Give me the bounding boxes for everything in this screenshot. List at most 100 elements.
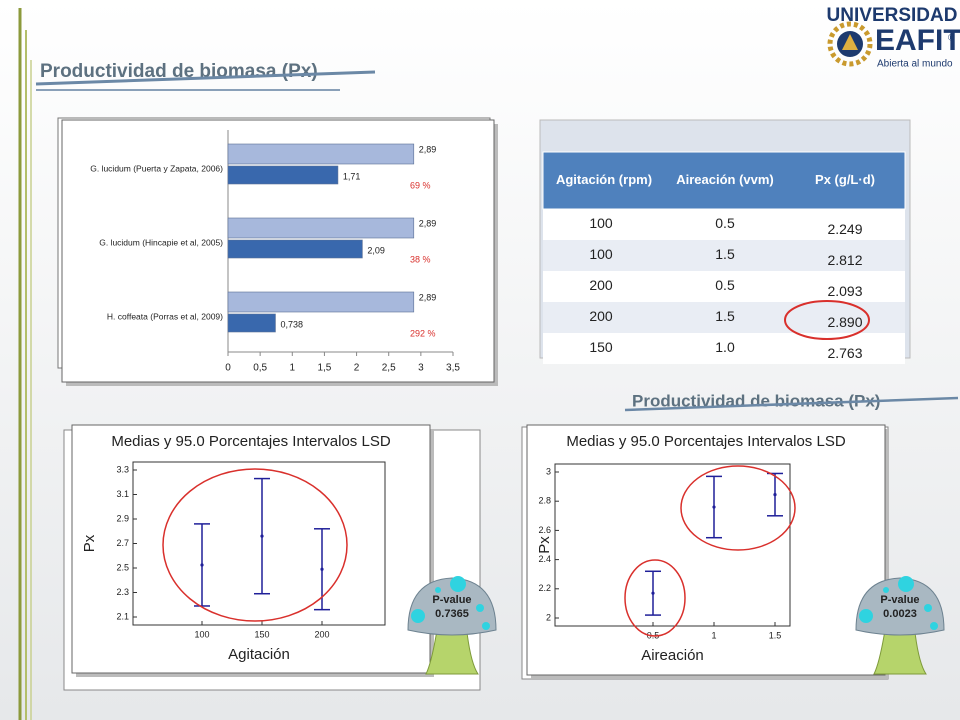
mean-point [712, 505, 716, 509]
badge-dot [476, 604, 484, 612]
badges: P-value 0.7365 P-value 0.0023 [407, 576, 945, 675]
badge-dot [482, 622, 490, 630]
mean-point [200, 563, 204, 567]
x-tick-label: 1 [290, 363, 296, 374]
table-row [543, 240, 905, 271]
y-tick-label: 2.4 [538, 554, 551, 564]
x-tick-label: 1,5 [317, 363, 331, 374]
x-axis-label: Agitación [228, 646, 290, 663]
mean-point [651, 591, 655, 595]
y-tick-label: 2.5 [116, 562, 129, 572]
value-label: 2,89 [419, 218, 437, 228]
badge-cap [407, 577, 497, 636]
section-title: Productividad de biomasa (Px) [632, 391, 880, 410]
highlight-circle [680, 465, 796, 551]
y-tick-label: 3 [546, 466, 551, 476]
table: Agitación (rpm) Aireación (vvm) Px (g/L·d)… [542, 151, 906, 364]
badge-dot [898, 576, 914, 592]
table-cell: 1.0 [715, 339, 735, 355]
y-tick-label: 3.3 [116, 464, 129, 474]
table-cell: 2.093 [827, 283, 862, 299]
badge-dot [435, 587, 441, 593]
badge-stem [873, 623, 927, 675]
logo-name: UNIVERSIDAD [827, 5, 958, 26]
bar [227, 291, 415, 313]
table-row [543, 271, 905, 302]
badge-label: P-value [432, 594, 471, 606]
badge-dot [411, 609, 425, 623]
bar [227, 239, 363, 259]
badge-stem [425, 623, 479, 675]
chart-title: Medias y 95.0 Porcentajes Intervalos LSD [111, 433, 390, 450]
x-tick-label: 3,5 [446, 363, 460, 374]
y-tick-label: 2.7 [116, 538, 129, 548]
badge-dot [924, 604, 932, 612]
badge-dot [930, 622, 938, 630]
x-tick-label: 1 [711, 630, 716, 640]
value-label: 2,89 [419, 292, 437, 302]
value-label: 2,09 [367, 245, 385, 255]
table-cell: 100 [589, 246, 613, 262]
left-decoration [18, 8, 32, 720]
y-tick-label: 2 [546, 612, 551, 622]
bar-chart: 0 0,5 1 1,5 2 2,5 3 3,5 G. lucidum (Puerta y Zap… [90, 130, 460, 374]
bar [227, 165, 339, 185]
y-tick-label: 2.2 [538, 583, 551, 593]
bar [227, 217, 415, 239]
table-cell: 0.5 [715, 215, 735, 231]
y-tick-label: G. lucidum (Hincapie et al, 2005) [99, 237, 223, 247]
highlight-circle [624, 559, 686, 637]
errorbar-chart: Medias y 95.0 Porcentajes Intervalos LSD… [81, 433, 391, 663]
y-tick-label: 2.9 [116, 513, 129, 523]
highlight-circle [784, 300, 870, 340]
y-tick-label: 2.6 [538, 525, 551, 535]
table-cell: 150 [589, 339, 613, 355]
table-cell: 100 [589, 215, 613, 231]
x-tick-label: 1.5 [769, 630, 782, 640]
value-label: 2,89 [419, 144, 437, 154]
x-tick-label: 150 [254, 629, 269, 639]
column-header: Agitación (rpm) [556, 172, 652, 187]
chart-title: Medias y 95.0 Porcentajes Intervalos LSD [566, 433, 845, 450]
column-header: Aireación (vvm) [676, 172, 774, 187]
table-row [543, 209, 905, 240]
y-tick-label: 2.1 [116, 611, 129, 621]
x-tick-label: 2 [354, 363, 360, 374]
logo-brand: EAFIT [875, 24, 960, 57]
logo-tagline: Abierta al mundo [877, 59, 953, 70]
badge-label: P-value [880, 594, 919, 606]
value-label: 0,738 [280, 319, 303, 329]
chart-frame [71, 424, 431, 674]
column-header: Px (g/L·d) [815, 172, 875, 187]
badge-value: 0.0023 [883, 608, 917, 620]
table-cell: 200 [589, 277, 613, 293]
mean-point [773, 493, 777, 497]
y-tick-label: G. lucidum (Puerta y Zapata, 2006) [90, 163, 223, 173]
table-row [543, 302, 905, 333]
annotation: 69 % [410, 180, 431, 190]
value-label: 1,71 [343, 171, 361, 181]
section-underline [624, 396, 959, 412]
bar [227, 143, 415, 165]
badge-cap [855, 577, 945, 636]
table-cell: 2.763 [827, 345, 862, 361]
badge-value: 0.7365 [435, 608, 469, 620]
y-tick-label: 2.3 [116, 587, 129, 597]
badge-dot [450, 576, 466, 592]
x-tick-label: 100 [194, 629, 209, 639]
header-row [542, 151, 906, 210]
table-cell: 200 [589, 308, 613, 324]
y-axis-label: Px [81, 534, 98, 552]
logo-mark: ® [948, 32, 955, 42]
table-cell: 1.5 [715, 246, 735, 262]
annotation: 38 % [410, 254, 431, 264]
table-cell: 2.890 [827, 314, 862, 330]
x-tick-label: 0,5 [253, 363, 267, 374]
x-tick-label: 2,5 [382, 363, 396, 374]
title-underline [35, 70, 376, 86]
x-tick-label: 0 [225, 363, 231, 374]
y-tick-label: 3.1 [116, 489, 129, 499]
mean-point [320, 567, 324, 571]
table-cell: 0.5 [715, 277, 735, 293]
